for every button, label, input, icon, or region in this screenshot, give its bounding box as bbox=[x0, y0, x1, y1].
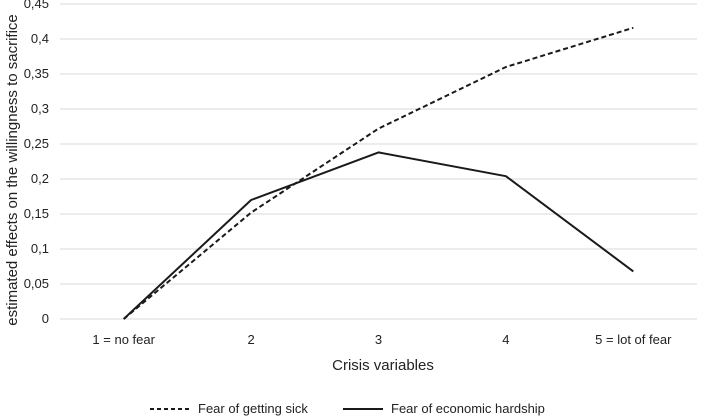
y-tick-label: 0,35 bbox=[24, 66, 49, 81]
x-tick-labels: 1 = no fear 2 3 4 5 = lot of fear bbox=[92, 332, 672, 347]
y-axis-title: estimated effects on the willingness to … bbox=[4, 14, 21, 326]
x-tick-label: 2 bbox=[247, 332, 254, 347]
legend-label-fear-of-economic-hardship: Fear of economic hardship bbox=[391, 401, 545, 416]
x-tick-label: 3 bbox=[375, 332, 382, 347]
y-tick-label: 0 bbox=[42, 311, 49, 326]
y-tick-label: 0,4 bbox=[31, 31, 49, 46]
series-line-fear-of-getting-sick bbox=[123, 26, 634, 320]
x-tick-label: 5 = lot of fear bbox=[595, 332, 672, 347]
y-tick-label: 0,45 bbox=[24, 0, 49, 11]
y-tick-label: 0,2 bbox=[31, 171, 49, 186]
x-axis-title: Crisis variables bbox=[332, 357, 434, 374]
x-tick-label: 1 = no fear bbox=[92, 332, 155, 347]
series-line-fear-of-economic-hardship bbox=[123, 151, 634, 320]
y-tick-label: 0,05 bbox=[24, 276, 49, 291]
x-tick-label: 4 bbox=[502, 332, 509, 347]
y-tick-label: 0,15 bbox=[24, 206, 49, 221]
gridlines bbox=[60, 3, 697, 320]
legend-label-fear-of-getting-sick: Fear of getting sick bbox=[198, 401, 308, 416]
series-lines bbox=[123, 26, 634, 320]
legend: Fear of getting sick Fear of economic ha… bbox=[150, 401, 545, 416]
y-tick-label: 0,25 bbox=[24, 136, 49, 151]
y-tick-label: 0,1 bbox=[31, 241, 49, 256]
y-tick-labels: 0 0,05 0,1 0,15 0,2 0,25 0,3 0,35 0,4 0,45 bbox=[24, 0, 49, 326]
y-tick-label: 0,3 bbox=[31, 101, 49, 116]
